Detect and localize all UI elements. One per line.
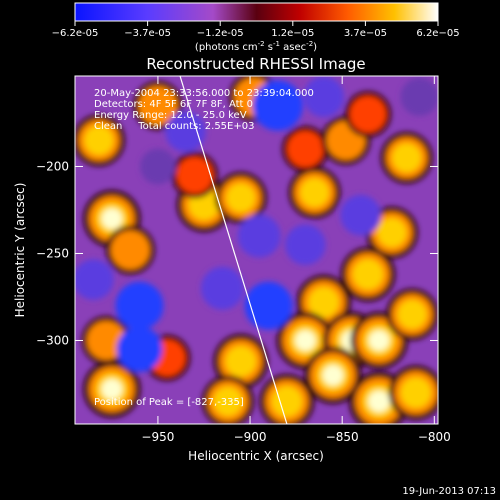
negative-blob: [200, 266, 244, 310]
intensity-blob-core: [392, 143, 422, 173]
negative-blob: [244, 281, 293, 330]
y-tick-label: −200: [36, 159, 69, 173]
intensity-blob-core: [92, 326, 120, 355]
annotation-energy: Energy Range: 12.0 - 25.0 keV: [94, 110, 247, 121]
intensity-blob-peak: [231, 351, 251, 372]
y-axis-ticks: −200 −250 −300: [36, 159, 438, 347]
footer-timestamp: 19-Jun-2013 07:13: [402, 486, 496, 497]
colorbar-tick-label: −3.7e-05: [124, 28, 171, 39]
intensity-blob-peak: [358, 264, 378, 285]
intensity-blob: [349, 95, 387, 133]
x-axis-ticks: −950 −900 −850 −800: [141, 76, 451, 444]
intensity-blob-core: [397, 299, 427, 329]
colorbar-tick-label: 3.7e−05: [344, 28, 387, 39]
intensity-blob-core: [213, 386, 243, 416]
solar-limb-line: [179, 76, 288, 424]
negative-blob: [116, 326, 163, 372]
x-tick-label: −900: [234, 430, 267, 444]
colorbar-unit: (photons cm-2 s-1 asec-2): [195, 40, 317, 53]
colorbar-tick-label: 6.2e−05: [416, 28, 459, 39]
colorbar-tick-label: −1.2e-05: [197, 28, 244, 39]
y-tick-label: −250: [36, 246, 69, 260]
negative-blob: [340, 194, 381, 236]
intensity-blob-peak: [368, 330, 390, 351]
peak-position-label: Position of Peak = [-827,-335]: [94, 397, 244, 408]
intensity-blob-core: [332, 126, 360, 155]
colorbar-tick-label: 1.2e−05: [271, 28, 314, 39]
chart-title: Reconstructed RHESSI Image: [146, 55, 365, 73]
x-axis-label: Heliocentric X (arcsec): [188, 449, 324, 463]
annotation-counts: Clean Total counts: 2.55E+03: [94, 121, 254, 132]
intensity-blob-peak: [194, 194, 214, 215]
annotation-block: 20-May-2004 23:33:56.000 to 23:39:04.000…: [94, 88, 314, 132]
negative-blob: [303, 76, 345, 118]
intensity-blob: [176, 156, 214, 194]
intensity-blob-peak: [322, 364, 344, 386]
intensity-blob-core: [377, 218, 407, 248]
colorbar-tick-label: −6.2e-05: [52, 28, 99, 39]
intensity-blob-peak: [406, 382, 426, 403]
intensity-blob-peak: [313, 292, 334, 312]
negative-blob: [237, 214, 281, 258]
intensity-map: [75, 76, 438, 424]
negative-blob: [75, 259, 114, 300]
plot-frame: [74, 75, 439, 425]
x-tick-label: −950: [141, 430, 174, 444]
y-axis-label: Heliocentric Y (arcsec): [13, 183, 27, 318]
x-tick-label: −800: [418, 430, 451, 444]
negative-blob: [252, 80, 303, 131]
annotation-time: 20-May-2004 23:33:56.000 to 23:39:04.000: [94, 88, 314, 99]
annotation-detectors: Detectors: 4F 5F 6F 7F 8F, Att 0: [94, 99, 253, 110]
colorbar: [74, 2, 439, 22]
x-tick-label: −850: [326, 430, 359, 444]
intensity-blob-core: [300, 178, 329, 208]
negative-blob: [115, 281, 164, 330]
intensity-blob-core: [116, 236, 144, 264]
intensity-blob-core: [84, 125, 114, 155]
intensity-blob-peak: [101, 378, 123, 400]
negative-blob: [165, 111, 206, 152]
negative-blob: [285, 224, 326, 266]
intensity-blob: [286, 130, 324, 168]
negative-blob: [400, 77, 438, 116]
intensity-blob-core: [144, 91, 172, 120]
intensity-blob-peak: [368, 390, 390, 413]
y-tick-label: −300: [36, 333, 69, 347]
negative-blob: [140, 148, 176, 185]
intensity-blob-peak: [295, 330, 316, 351]
colorbar-ticks: −6.2e-05 −3.7e-05 −1.2e-05 1.2e−05 3.7e−05 6.…: [52, 21, 460, 39]
intensity-blob-peak: [101, 208, 123, 229]
intensity-blob-core: [226, 183, 256, 213]
